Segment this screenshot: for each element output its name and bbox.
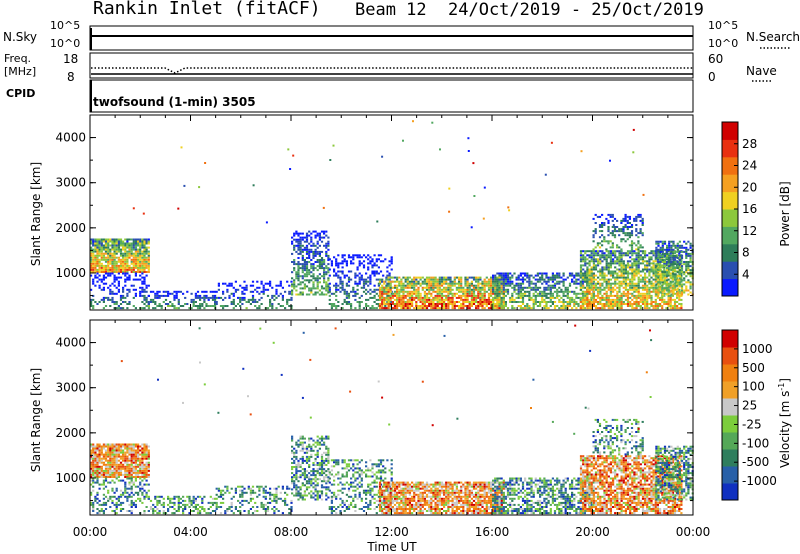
colorbar-segment bbox=[722, 156, 738, 175]
colorbar-tick-label: 500 bbox=[742, 361, 765, 375]
colorbar-tick-label: -500 bbox=[742, 455, 769, 469]
cpid-value: twofsound (1-min) 3505 bbox=[93, 95, 256, 109]
yaxis-label-velocity: Slant Range [km] bbox=[29, 368, 43, 472]
colorbar-segment bbox=[722, 226, 738, 245]
colorbar-tick-label: 1000 bbox=[742, 342, 773, 356]
xtick-label: 00:00 bbox=[73, 525, 108, 539]
colorbar-segment bbox=[722, 364, 738, 382]
nsearch-tick-top: 10^5 bbox=[708, 19, 739, 32]
ytick-label: 4000 bbox=[55, 336, 86, 350]
nsearch-label: N.Search bbox=[746, 30, 800, 44]
colorbar-segment bbox=[722, 243, 738, 262]
colorbar-segment bbox=[722, 381, 738, 399]
power-colorbar: 28 24 20 16 12 8 4 bbox=[721, 121, 757, 297]
power-panel: 1000 2000 3000 4000 bbox=[55, 114, 694, 311]
colorbar-segment bbox=[722, 122, 738, 140]
colorbar-segment bbox=[722, 330, 738, 348]
nsky-panel bbox=[89, 25, 694, 51]
colorbar-tick-label: 100 bbox=[742, 380, 765, 394]
velocity-colorbar-label: Velocity [m s-1] bbox=[777, 378, 792, 468]
colorbar-segment bbox=[722, 347, 738, 365]
nsky-tick-top: 10^5 bbox=[50, 19, 81, 32]
nsky-label: N.Sky bbox=[3, 30, 38, 44]
colorbar-segment bbox=[722, 209, 738, 227]
colorbar-segment bbox=[722, 415, 738, 433]
scatter-cells bbox=[90, 324, 694, 515]
xtick-label: 04:00 bbox=[173, 525, 208, 539]
velocity-colorbar: 1000 500 100 25 -25 -100 -500 -1000 bbox=[721, 329, 777, 501]
ytick-label: 2000 bbox=[55, 426, 86, 440]
colorbar-segment bbox=[722, 191, 738, 210]
nave-dotted-line bbox=[91, 67, 693, 74]
colorbar-tick-label: -1000 bbox=[742, 474, 777, 488]
nsearch-tick-bottom: 10^0 bbox=[708, 37, 739, 50]
ytick-label: 3000 bbox=[55, 381, 86, 395]
velocity-colorbar-label-text: Velocity [m s bbox=[778, 391, 792, 468]
ytick-label: 1000 bbox=[55, 266, 86, 280]
colorbar-segment bbox=[722, 432, 738, 450]
colorbar-tick-label: 16 bbox=[742, 202, 757, 216]
xtick-label: 08:00 bbox=[274, 525, 309, 539]
velocity-panel: 1000 2000 3000 4000 bbox=[55, 319, 694, 516]
colorbar-tick-label: 20 bbox=[742, 180, 757, 194]
xtick-label: 00:00 bbox=[676, 525, 711, 539]
cpid-label: CPID bbox=[6, 87, 36, 100]
colorbar-segment bbox=[722, 449, 738, 467]
xtick-label: 12:00 bbox=[374, 525, 409, 539]
cpid-panel bbox=[89, 79, 694, 113]
site-title: Rankin Inlet (fitACF) bbox=[93, 0, 321, 19]
scatter-cells bbox=[90, 120, 694, 310]
colorbar-tick-label: 28 bbox=[742, 137, 757, 151]
xaxis-label: Time UT bbox=[366, 540, 417, 554]
colorbar-segment bbox=[722, 398, 738, 416]
freq-label: Freq. bbox=[4, 52, 32, 65]
colorbar-tick-label: 4 bbox=[742, 267, 750, 281]
velocity-colorbar-label-exp: -1 bbox=[777, 383, 786, 391]
freq-tick-bottom: 8 bbox=[67, 70, 75, 84]
beam-label: Beam 12 bbox=[355, 0, 427, 20]
ytick-label: 2000 bbox=[55, 221, 86, 235]
colorbar-frame bbox=[721, 329, 739, 501]
power-colorbar-label: Power [dB] bbox=[778, 181, 792, 246]
freq-panel bbox=[89, 52, 694, 79]
colorbar-tick-label: 12 bbox=[742, 224, 757, 238]
freq-unit: [MHz] bbox=[4, 65, 37, 78]
colorbar-tick-label: 25 bbox=[742, 399, 757, 413]
date-range: 24/Oct/2019 - 25/Oct/2019 bbox=[448, 0, 704, 20]
nsky-tick-bottom: 10^0 bbox=[50, 37, 81, 50]
colorbar-segment bbox=[722, 139, 738, 158]
nave-tick-top: 60 bbox=[708, 52, 724, 66]
xtick-label: 20:00 bbox=[575, 525, 610, 539]
nave-label: Nave bbox=[746, 64, 777, 78]
colorbar-segment bbox=[722, 278, 738, 297]
nave-tick-bottom: 0 bbox=[708, 70, 716, 84]
colorbar-segment bbox=[722, 466, 738, 484]
freq-tick-top: 18 bbox=[63, 52, 79, 66]
ytick-label: 3000 bbox=[55, 176, 86, 190]
colorbar-tick-label: -100 bbox=[742, 436, 769, 450]
yaxis-label-power: Slant Range [km] bbox=[29, 162, 43, 266]
colorbar-tick-label: -25 bbox=[742, 417, 762, 431]
colorbar-segment bbox=[722, 174, 738, 193]
colorbar-segment bbox=[722, 483, 738, 501]
ytick-label: 1000 bbox=[55, 471, 86, 485]
xtick-label: 16:00 bbox=[475, 525, 510, 539]
ytick-label: 4000 bbox=[55, 131, 86, 145]
colorbar-segment bbox=[722, 261, 738, 280]
colorbar-tick-label: 8 bbox=[742, 246, 750, 260]
colorbar-tick-label: 24 bbox=[742, 159, 757, 173]
